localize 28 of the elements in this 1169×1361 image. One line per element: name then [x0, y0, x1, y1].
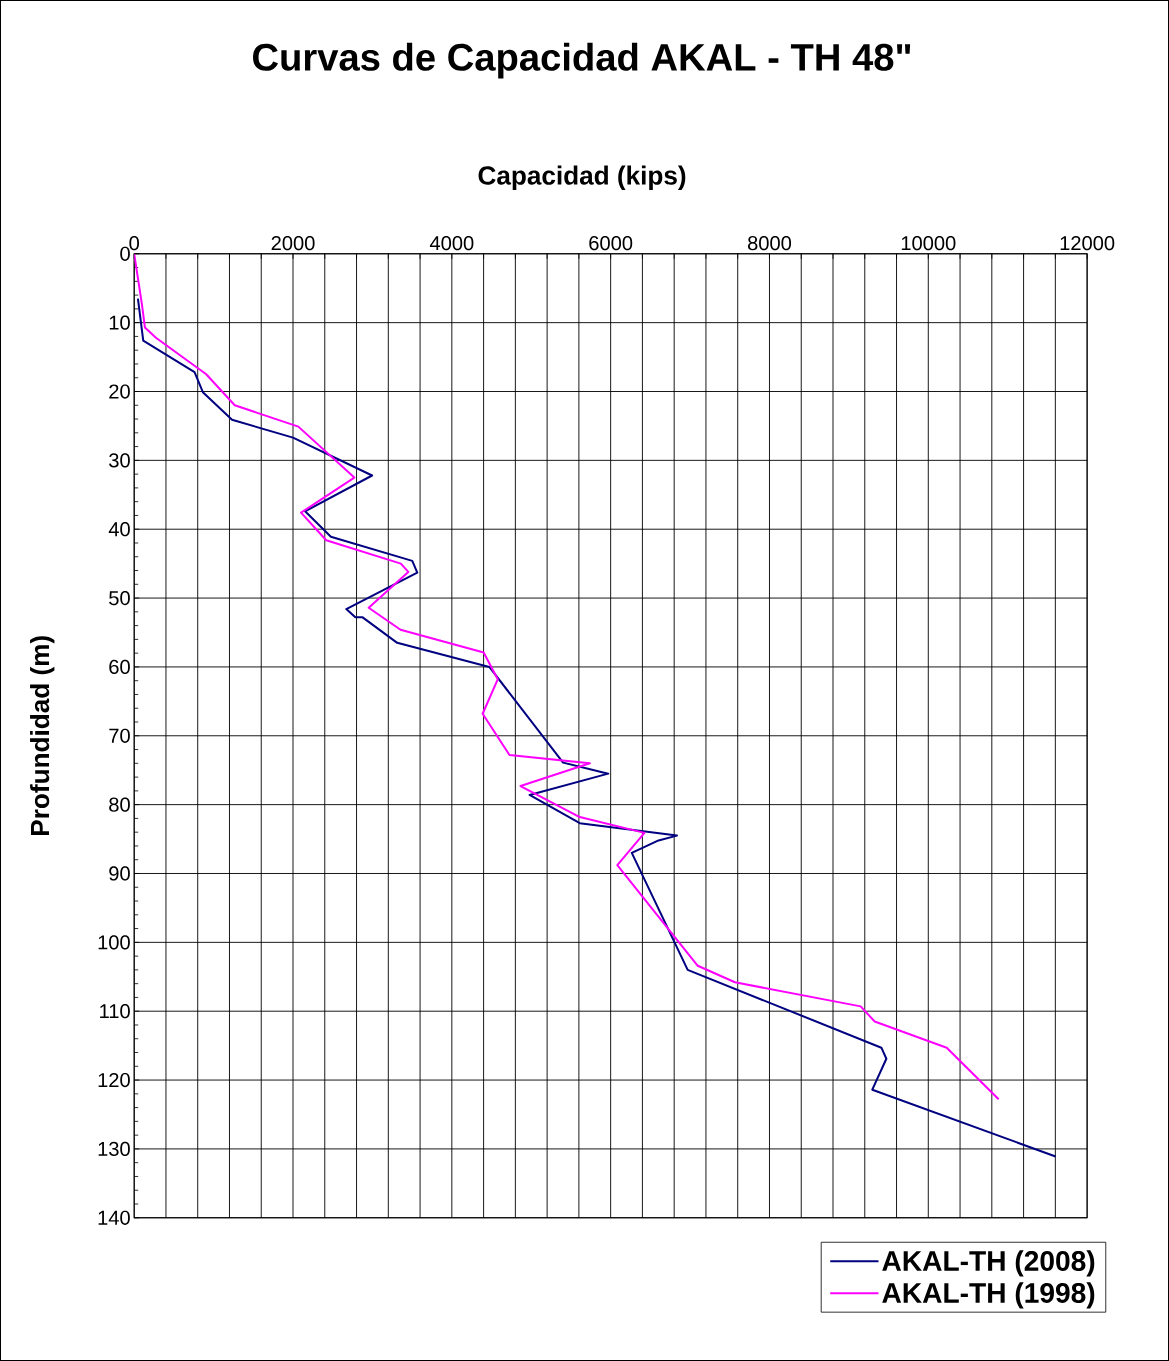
y-tick-label: 100	[98, 935, 130, 950]
y-tick-label: 130	[98, 1141, 130, 1157]
y-tick-label: 0	[120, 246, 130, 261]
y-tick-label: 30	[109, 453, 130, 468]
y-tick-label: 10	[109, 315, 130, 330]
legend-label: AKAL-TH (1998)	[882, 1282, 1095, 1309]
legend-label: AKAL-TH (2008)	[882, 1250, 1095, 1277]
y-tick-label: 90	[109, 866, 130, 881]
x-tick-label: 8000	[747, 236, 792, 251]
chart-title: Curvas de Capacidad AKAL - TH 48"	[253, 42, 911, 79]
y-tick-label: 120	[98, 1072, 130, 1088]
x-tick-label: 6000	[589, 236, 633, 251]
y-axis-title: Profundidad (m)	[30, 636, 55, 835]
line-series	[136, 297, 1057, 1158]
x-tick-label: 12000	[1060, 236, 1115, 251]
x-axis-title: Capacidad (kips)	[478, 165, 686, 190]
y-tick-label: 50	[109, 590, 130, 606]
x-tick-label: 4000	[429, 236, 474, 251]
y-tick-label: 110	[100, 1004, 130, 1019]
y-tick-label: 60	[109, 659, 130, 675]
y-tick-label: 20	[109, 384, 130, 399]
x-tick-label: 10000	[901, 236, 956, 251]
y-tick-label: 140	[98, 1210, 130, 1225]
x-tick-label: 2000	[271, 236, 315, 251]
y-tick-label: 40	[108, 522, 130, 537]
line-series	[134, 253, 1000, 1101]
y-tick-label: 70	[109, 728, 130, 743]
y-tick-label: 80	[109, 797, 130, 812]
